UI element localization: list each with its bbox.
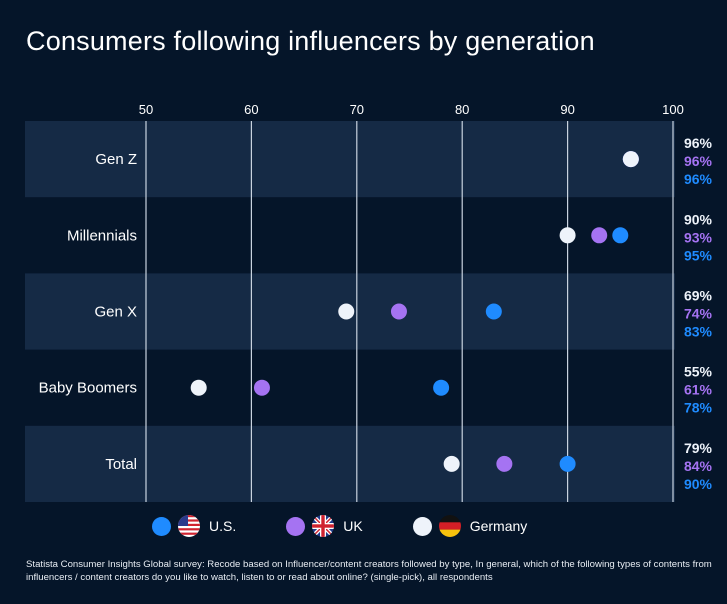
x-axis-ticks: 50 60 70 80 90 100	[139, 102, 684, 117]
value-label-us: 83%	[684, 324, 713, 340]
gridlines	[145, 121, 674, 502]
dot-uk	[591, 227, 608, 244]
row-band	[25, 121, 675, 198]
dot-uk	[253, 379, 270, 396]
dot-germany	[622, 151, 639, 168]
legend-label-uk: UK	[343, 518, 363, 534]
uk-flag-icon	[312, 515, 335, 537]
x-tick-label: 60	[244, 102, 258, 117]
value-label-germany: 90%	[684, 211, 713, 227]
data-points	[190, 151, 639, 472]
value-labels: 96% 96% 96% 90% 93% 95% 69% 74% 83% 55% 61% 78% 79% 8…	[684, 135, 713, 492]
value-label-us: 90%	[684, 476, 713, 492]
legend-label-germany: Germany	[469, 518, 528, 534]
dot-germany	[338, 303, 355, 320]
chart-title: Consumers following influencers by gener…	[26, 26, 595, 56]
legend-label-us: U.S.	[209, 518, 237, 534]
category-label: Baby Boomers	[39, 380, 137, 397]
us-flag-icon	[178, 515, 200, 537]
x-tick-label: 70	[350, 102, 364, 117]
dot-germany	[443, 455, 460, 472]
legend-dot-us	[152, 516, 171, 536]
x-tick-label: 100	[662, 102, 684, 117]
dot-uk	[496, 455, 513, 472]
legend-item-uk[interactable]: UK	[286, 515, 363, 537]
value-label-germany: 69%	[684, 288, 713, 304]
value-label-us: 95%	[684, 247, 713, 263]
value-label-uk: 61%	[684, 382, 713, 398]
dot-us	[559, 455, 576, 472]
legend-item-germany[interactable]: Germany	[412, 515, 528, 537]
row-bands	[25, 121, 675, 502]
dot-us	[433, 379, 450, 396]
legend-item-us[interactable]: U.S.	[152, 515, 236, 537]
legend: U.S. UK	[152, 515, 577, 537]
x-tick-label: 50	[139, 102, 153, 117]
value-label-uk: 93%	[684, 229, 713, 245]
legend-dot-germany	[412, 516, 432, 536]
x-tick-label: 90	[560, 102, 574, 117]
value-label-germany: 55%	[684, 364, 713, 380]
category-label: Gen Z	[95, 151, 137, 168]
dot-uk	[390, 303, 407, 320]
value-label-uk: 96%	[684, 153, 713, 169]
germany-flag-icon	[438, 515, 461, 537]
value-label-us: 96%	[684, 171, 713, 187]
category-label: Total	[105, 456, 137, 473]
value-label-germany: 79%	[684, 440, 713, 456]
dot-us	[485, 303, 502, 320]
value-label-germany: 96%	[684, 135, 713, 151]
dot-germany	[190, 379, 207, 396]
value-label-us: 78%	[684, 400, 713, 416]
value-label-uk: 84%	[684, 458, 713, 474]
category-label: Gen X	[94, 304, 137, 321]
source-footnote: Statista Consumer Insights Global survey…	[26, 559, 712, 583]
dot-germany	[559, 227, 576, 244]
value-label-uk: 74%	[684, 306, 713, 322]
x-tick-label: 80	[455, 102, 469, 117]
category-labels: Gen Z Millennials Gen X Baby Boomers Total	[39, 151, 137, 473]
dot-us	[612, 227, 629, 244]
legend-dot-uk	[286, 516, 306, 536]
category-label: Millennials	[67, 227, 137, 244]
